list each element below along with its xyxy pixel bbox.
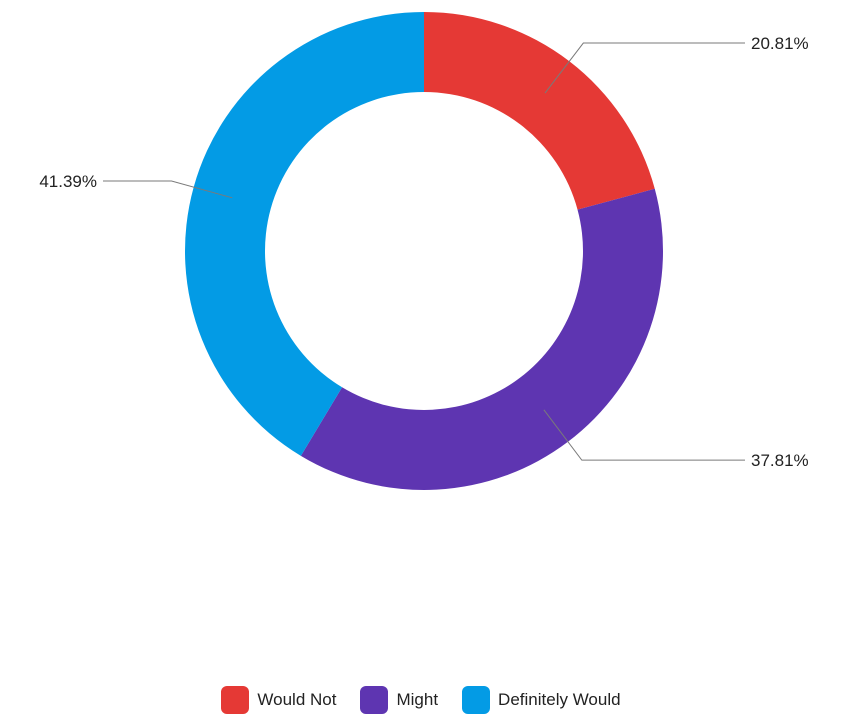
data-label-might: 37.81% <box>751 451 809 470</box>
slice-would-not[interactable] <box>424 12 655 210</box>
leader-line-would-not <box>544 42 745 94</box>
legend-item-would-not[interactable]: Would Not <box>221 686 336 714</box>
legend-item-might[interactable]: Might <box>360 686 438 714</box>
slice-definitely-would[interactable] <box>185 12 424 456</box>
chart-legend: Would Not Might Definitely Would <box>0 686 842 714</box>
leader-line-definitely-would <box>103 180 233 199</box>
legend-label-would-not: Would Not <box>257 690 337 709</box>
data-labels: 20.81% 37.81% 41.39% <box>39 34 808 470</box>
data-label-would-not: 20.81% <box>751 34 809 53</box>
legend-swatch-definitely-would <box>462 686 491 714</box>
leader-line-might <box>543 409 745 461</box>
leader-lines <box>103 42 745 461</box>
legend-item-definitely-would[interactable]: Definitely Would <box>462 686 621 714</box>
legend-label-might: Might <box>396 690 439 709</box>
slice-might[interactable] <box>300 188 663 491</box>
data-label-definitely-would: 41.39% <box>39 172 97 191</box>
legend-swatch-might <box>360 686 389 714</box>
donut-slices <box>185 12 663 491</box>
legend-label-definitely-would: Definitely Would <box>498 690 621 709</box>
legend-swatch-would-not <box>221 686 250 714</box>
